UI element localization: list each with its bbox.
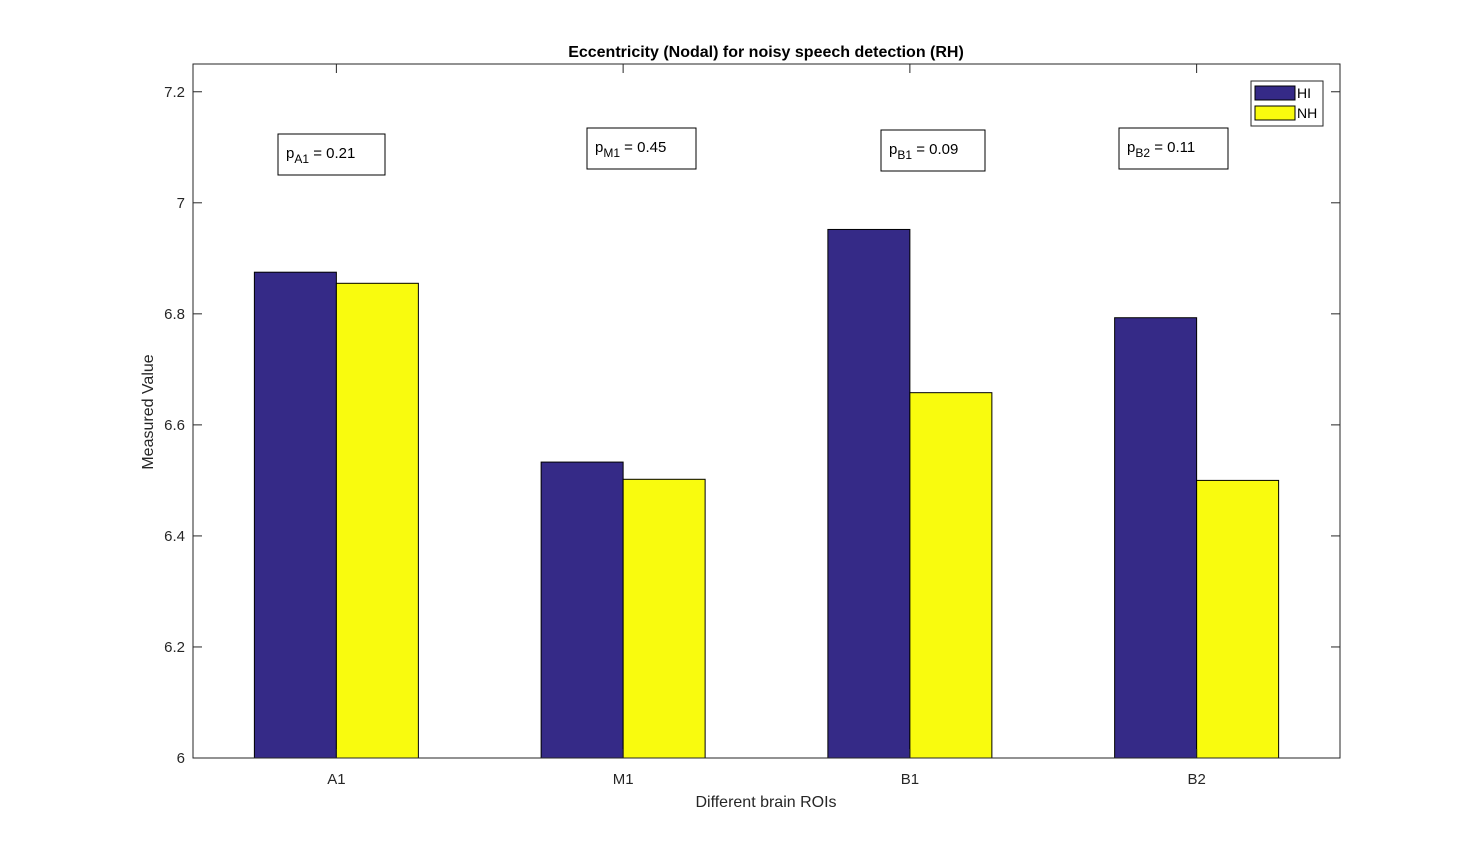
legend-label-hi: HI: [1297, 85, 1311, 101]
y-axis-label: Measured Value: [140, 354, 157, 469]
legend: HI NH: [1250, 80, 1324, 127]
legend-label-nh: NH: [1297, 105, 1317, 121]
x-tick-label: A1: [327, 771, 345, 788]
y-tick-label: 6.8: [164, 306, 185, 323]
bars-group: [253, 228, 1280, 759]
x-tick-label: M1: [613, 771, 634, 788]
annotation-text: pB2 = 0.11: [1127, 139, 1195, 160]
y-tick-label: 7: [177, 195, 185, 212]
bar-hi-b2: [1114, 317, 1198, 759]
annotation-box: [880, 129, 986, 172]
x-tick-label: B2: [1187, 771, 1205, 788]
bar-nh-b1: [909, 392, 993, 759]
legend-swatch-nh: [1254, 105, 1296, 121]
bar-hi-a1: [253, 271, 337, 759]
annotation-box: [277, 133, 386, 176]
y-tick-label: 6: [177, 750, 185, 767]
y-tick-label: 6.6: [164, 417, 185, 434]
annotation-text: pA1 = 0.21: [286, 145, 355, 166]
bar-hi-m1: [540, 461, 624, 759]
axes-group: 6 6.2 6.4 6.6 6.8 7 7.2 A1 M1 B1 B2: [164, 63, 1341, 788]
p-value-annotation-b1: pB1 = 0.09: [880, 129, 986, 172]
bar-nh-b2: [1196, 479, 1280, 759]
y-tick-label: 7.2: [164, 84, 185, 101]
x-tick-label: B1: [901, 771, 919, 788]
bar-hi-b1: [827, 228, 911, 759]
y-tick-label: 6.2: [164, 639, 185, 656]
p-value-annotation-m1: pM1 = 0.45: [586, 127, 697, 170]
bar-nh-a1: [335, 282, 419, 759]
annotations-group: pA1 = 0.21 pM1 = 0.45 pB1 = 0.09 pB2 = 0.11: [277, 127, 1229, 176]
annotation-box: [1118, 127, 1229, 170]
x-axis-label: Different brain ROIs: [695, 794, 836, 811]
p-value-annotation-a1: pA1 = 0.21: [277, 133, 386, 176]
annotation-box: [586, 127, 697, 170]
annotation-text: pB1 = 0.09: [889, 141, 958, 162]
chart-title: Eccentricity (Nodal) for noisy speech de…: [568, 44, 964, 61]
annotation-text: pM1 = 0.45: [595, 139, 666, 160]
legend-swatch-hi: [1254, 85, 1296, 101]
plot-frame: [192, 63, 1341, 759]
y-tick-label: 6.4: [164, 528, 185, 545]
p-value-annotation-b2: pB2 = 0.11: [1118, 127, 1229, 170]
bar-nh-m1: [622, 478, 706, 759]
